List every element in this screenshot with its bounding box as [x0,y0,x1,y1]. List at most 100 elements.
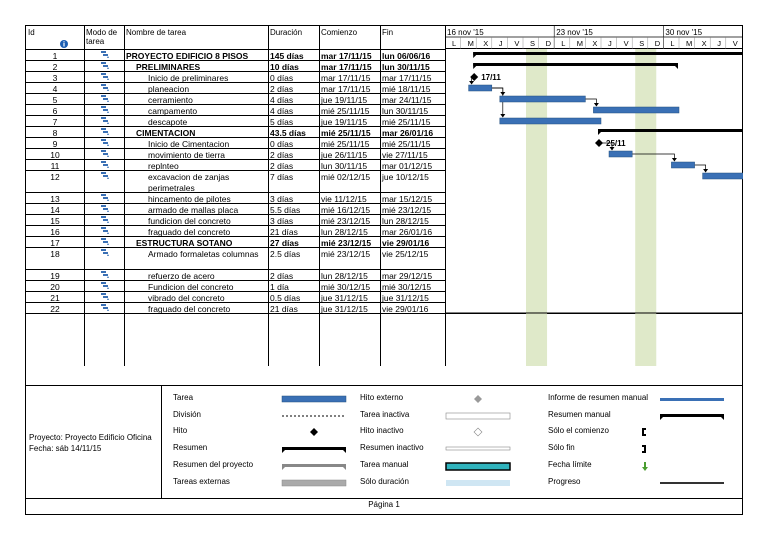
task-name: Inicio de Cimentacion [148,139,230,148]
day-label: X [483,39,488,48]
task-duration: 43.5 días [270,128,306,137]
task-row[interactable]: 16 fraguado del concreto 21 días lun 28/12/… [26,225,446,236]
legend-symbols [281,395,724,487]
task-row[interactable]: 13 hincamento de pilotes 3 días vie 11/12/1… [26,192,446,203]
dependency-arrow [593,103,599,107]
task-row[interactable]: 9 Inicio de Cimentacion 0 días mié 25/11/15… [26,137,446,148]
task-name: refuerzo de acero [148,271,215,280]
task-row[interactable]: 20 Fundicion del concreto 1 día mié 30/12/1… [26,280,446,291]
day-label: S [530,39,535,48]
day-label: D [655,39,661,48]
task-finish: lun 28/12/15 [382,216,429,225]
task-id: 21 [50,293,60,302]
header-mode[interactable]: Modo de tarea [86,28,118,46]
legend-symbol-finish-only [642,445,646,453]
auto-schedule-icon [101,106,109,113]
row-divider [26,269,446,270]
dependency-arrow [469,81,475,85]
project-name: Proyecto: Proyecto Edificio Oficina [29,433,152,442]
task-finish: mar 26/01/16 [382,227,433,236]
task-row[interactable]: 10 movimiento de tierra 2 días jue 26/11/15… [26,148,446,159]
header-name[interactable]: Nombre de tarea [126,28,187,37]
task-start: jue 26/11/15 [321,150,368,159]
task-duration: 2 días [270,161,294,170]
task-row[interactable]: 11 replnteo 2 días lun 30/11/15 mar 01/12/15 [26,159,446,170]
task-row[interactable]: 2 PRELIMINARES 10 días mar 17/11/15 lun 30/1… [26,60,446,71]
legend-symbol-progress [660,482,724,484]
day-label: M [686,39,692,48]
header-start[interactable]: Comienzo [321,28,358,37]
task-duration: 4 días [270,106,294,115]
task-row[interactable]: 17 ESTRUCTURA SOTANO 27 días mié 23/12/15 vi… [26,236,446,247]
day-label: L [452,39,456,48]
task-start: mié 23/12/15 [321,216,371,225]
dependency-link [585,98,597,106]
legend-symbol-summary [282,447,346,450]
legend-label: Progreso [548,477,581,486]
task-name: descapote [148,117,188,126]
auto-schedule-icon [101,282,109,289]
day-label: V [624,39,629,48]
header-duration[interactable]: Duración [270,28,303,37]
legend-symbol-external [281,479,347,487]
task-name: excavacion de zanjas perimetrales [148,172,230,192]
task-row[interactable]: 1 PROYECTO EDIFICIO 8 PISOS 145 días mar 17… [26,49,446,60]
dependency-link [491,87,504,95]
task-duration: 2 días [270,150,294,159]
task-row[interactable]: 8 CIMENTACION 43.5 días mié 25/11/15 mar 26/… [26,126,446,137]
task-start: jue 31/12/15 [321,293,368,302]
task-name: hincamento de pilotes [148,194,231,203]
day-label: J [499,39,503,48]
legend-label: Tarea manual [360,460,409,469]
header-id[interactable]: Id [28,28,35,37]
task-duration: 145 días [270,51,304,60]
task-row[interactable]: 14 armado de mallas placa 5.5 días mié 16/1… [26,203,446,214]
task-duration: 3 días [270,216,294,225]
auto-schedule-icon [101,51,109,58]
task-row[interactable]: 3 Inicio de preliminares 0 días mar 17/11/1… [26,71,446,82]
task-finish: mar 29/12/15 [382,271,433,280]
task-row[interactable]: 6 campamento 4 días mié 25/11/15 lun 30/11/1… [26,104,446,115]
task-name: campamento [148,106,198,115]
task-duration: 21 días [270,227,298,236]
task-finish: mié 30/12/15 [382,282,432,291]
task-finish: mar 26/01/16 [382,128,434,137]
milestone-marker [470,73,479,81]
task-start: lun 30/11/15 [321,161,368,170]
legend-symbol-deadline [642,462,648,471]
task-row[interactable]: 5 cerramiento 4 días jue 19/11/15 mar 24/11/… [26,93,446,104]
task-row[interactable]: 21 vibrado del concreto 0.5 días jue 31/12/… [26,291,446,302]
task-row[interactable]: 19 refuerzo de acero 2 días lun 28/12/15 mar… [26,269,446,280]
task-finish: jue 31/12/15 [382,293,429,302]
legend-label: Sólo el comienzo [548,426,609,435]
page-number: Página 1 [368,500,400,509]
summary-cap [473,63,477,69]
task-name: PROYECTO EDIFICIO 8 PISOS [126,51,249,60]
row-divider [26,60,446,61]
print-page: Id Modo de tarea Nombre de tarea Duració… [25,25,743,515]
legend-divider [161,386,162,498]
task-duration: 1 día [270,282,289,291]
task-id: 1 [52,51,58,60]
task-row[interactable]: 18 Armado formaletas columnas 2.5 días mié … [26,247,446,269]
task-start: jue 19/11/15 [321,95,368,104]
task-row[interactable]: 7 descapote 5 días jue 19/11/15 mié 25/11/15 [26,115,446,126]
task-id: 16 [50,227,60,236]
task-finish: mar 17/11/15 [382,73,432,82]
row-divider [26,280,446,281]
task-row[interactable]: 4 planeacion 2 días mar 17/11/15 mié 18/11/1… [26,82,446,93]
task-id: 5 [52,95,58,104]
task-row[interactable]: 12 excavacion de zanjas perimetrales 7 día… [26,170,446,192]
task-name: armado de mallas placa [148,205,239,214]
task-row[interactable]: 22 fraguado del concreto 21 días jue 31/12/… [26,302,446,313]
legend-label: Informe de resumen manual [548,393,649,402]
legend-symbol-manual-task [445,462,511,471]
day-label: X [592,39,597,48]
legend-symbol-project-summary [282,464,346,467]
header-finish[interactable]: Fin [382,28,394,37]
legend: Proyecto: Proyecto Edificio Oficina Fech… [26,385,742,499]
task-row[interactable]: 15 fundicion del concreto 3 días mié 23/12/… [26,214,446,225]
row-divider [26,247,446,248]
task-bar [593,106,680,114]
legend-symbol-external-milestone [474,395,482,403]
